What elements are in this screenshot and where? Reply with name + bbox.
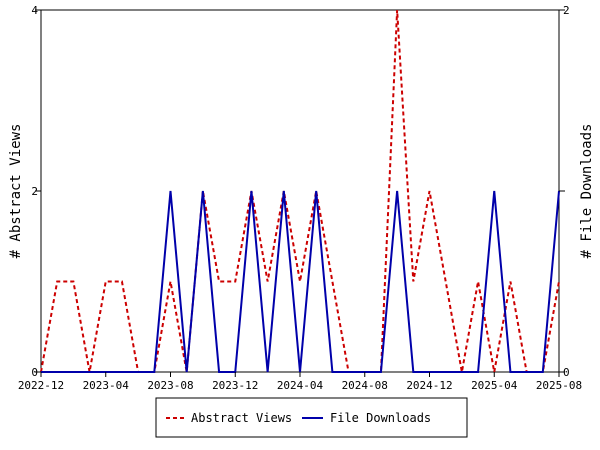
x-tick-label: 2024-04 bbox=[277, 379, 324, 392]
x-tick-label: 2024-12 bbox=[406, 379, 452, 392]
y-left-tick-label: 2 bbox=[31, 185, 38, 198]
x-axis: 2022-12 2023-04 2023-08 2023-12 2024-04 2024-… bbox=[18, 372, 582, 392]
y-axis-left-label: # Abstract Views bbox=[8, 124, 24, 259]
legend-label-file-downloads: File Downloads bbox=[330, 411, 431, 425]
y-axis-right: 02 bbox=[559, 4, 570, 379]
legend: Abstract Views File Downloads bbox=[155, 397, 468, 438]
series-lines bbox=[40, 9, 560, 373]
legend-label-abstract-views: Abstract Views bbox=[191, 411, 292, 425]
y-right-tick-label: 0 bbox=[563, 366, 570, 379]
y-left-tick-label: 4 bbox=[31, 4, 38, 17]
x-tick-label: 2025-08 bbox=[536, 379, 582, 392]
x-tick-label: 2023-08 bbox=[147, 379, 193, 392]
y-left-tick-label: 0 bbox=[31, 366, 38, 379]
plot-area bbox=[40, 9, 560, 373]
x-tick-label: 2023-04 bbox=[83, 379, 130, 392]
y-axis-left: 0 2 4 bbox=[31, 4, 41, 379]
y-right-tick-label: 2 bbox=[563, 4, 570, 17]
x-tick-label: 2024-08 bbox=[342, 379, 388, 392]
x-tick-label: 2023-12 bbox=[212, 379, 258, 392]
x-tick-label: 2022-12 bbox=[18, 379, 64, 392]
y-axis-right-label: # File Downloads bbox=[579, 124, 595, 259]
series-line-abstract-views bbox=[40, 9, 560, 373]
x-tick-label: 2025-04 bbox=[471, 379, 518, 392]
plot-frame bbox=[40, 9, 560, 373]
